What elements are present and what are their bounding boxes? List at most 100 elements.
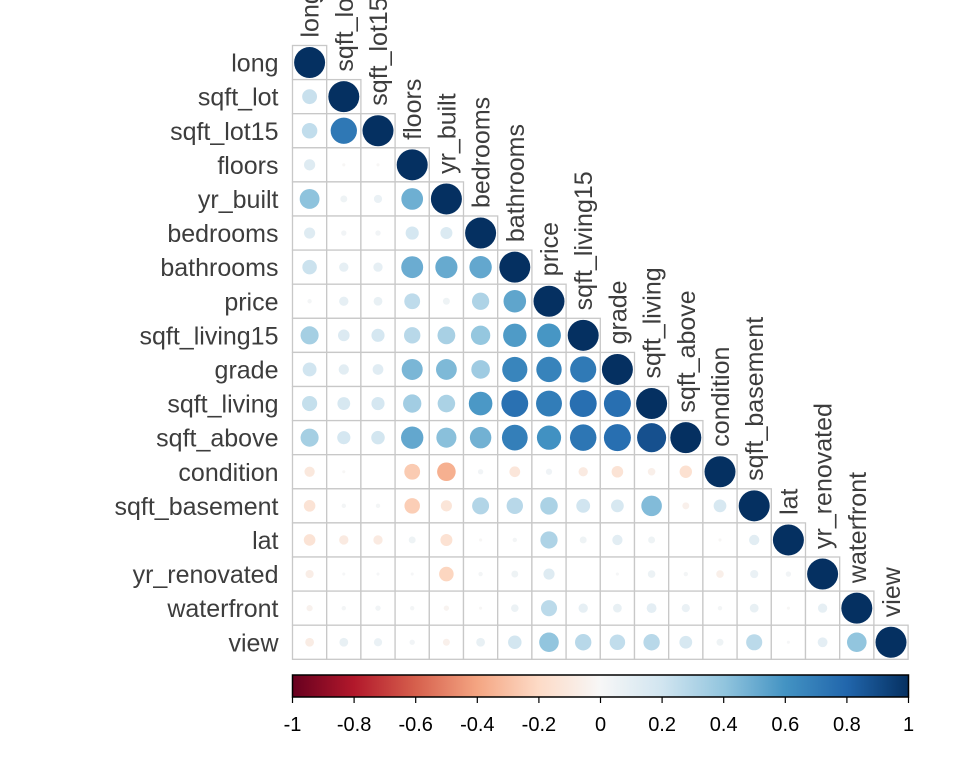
corr-circle-yr_built-floors <box>401 188 424 210</box>
corr-circle-condition-sqft_lot <box>342 470 346 474</box>
corr-circle-sqft_living-sqft_living15 <box>569 390 597 418</box>
corr-circle-lat-condition <box>718 538 722 542</box>
corr-circle-bathrooms-sqft_lot15 <box>373 262 383 272</box>
corr-circle-grade-yr_built <box>436 359 457 380</box>
corr-circle-lat-grade <box>612 534 623 546</box>
corr-circle-bedrooms-bedrooms <box>465 217 497 249</box>
corr-circle-sqft_living15-yr_built <box>437 326 456 345</box>
corr-circle-bedrooms-long <box>304 227 316 239</box>
corr-circle-view-lat <box>786 640 790 644</box>
corr-circle-view-long <box>305 637 314 647</box>
corr-circle-waterfront-bedrooms <box>479 606 483 610</box>
corr-circle-sqft_living15-floors <box>404 327 421 344</box>
corr-circle-sqft_above-sqft_lot15 <box>371 430 385 445</box>
corr-circle-grade-grade <box>601 353 633 385</box>
corr-circle-yr_renovated-yr_built <box>439 566 454 582</box>
row-label-sqft_living15: sqft_living15 <box>140 322 279 350</box>
corr-circle-bedrooms-yr_built <box>440 227 453 240</box>
corr-circle-price-yr_built <box>442 297 450 305</box>
corr-circle-condition-yr_built <box>437 462 456 482</box>
corr-circle-yr_built-sqft_lot <box>340 195 348 203</box>
corr-circle-lat-lat <box>772 524 804 556</box>
corr-circle-yr_renovated-sqft_above <box>683 571 688 577</box>
corr-circle-view-condition <box>716 638 724 646</box>
colorbar-tick-label: -0.4 <box>460 714 494 736</box>
corr-circle-waterfront-sqft_basement <box>749 603 759 613</box>
corr-circle-bedrooms-sqft_lot15 <box>375 230 381 236</box>
corr-circle-sqft_above-bedrooms <box>469 426 492 449</box>
corr-circle-yr_renovated-grade <box>615 572 619 576</box>
corr-circle-waterfront-price <box>540 600 558 617</box>
corr-circle-sqft_above-sqft_living15 <box>569 424 597 451</box>
corr-circle-lat-bedrooms <box>479 538 483 542</box>
corr-circle-waterfront-condition <box>717 605 723 611</box>
corr-circle-view-bathrooms <box>508 635 522 650</box>
corr-circle-sqft_living-sqft_living <box>636 388 668 420</box>
corr-circle-bathrooms-yr_built <box>435 256 458 279</box>
corr-circle-sqft_basement-price <box>540 497 558 515</box>
row-label-yr_renovated: yr_renovated <box>133 561 279 589</box>
row-label-bathrooms: bathrooms <box>160 254 278 282</box>
corr-circle-sqft_above-long <box>300 428 319 447</box>
cell-view-sqft_basement <box>736 624 772 660</box>
corr-circle-price-bedrooms <box>471 292 490 310</box>
column-label-sqft_above: sqft_above <box>673 290 701 412</box>
corr-circle-sqft_living-sqft_lot <box>337 397 351 410</box>
row-label-sqft_living: sqft_living <box>167 391 278 419</box>
corr-circle-condition-sqft_living <box>647 467 656 476</box>
corr-circle-yr_renovated-floors <box>410 572 414 576</box>
column-label-yr_built: yr_built <box>433 93 461 174</box>
corr-circle-sqft_basement-bathrooms <box>506 497 523 515</box>
corr-circle-yr_renovated-sqft_lot15 <box>376 572 380 576</box>
corr-circle-sqft_living-grade <box>603 390 631 418</box>
corr-circle-condition-price <box>545 468 553 475</box>
corr-circle-sqft_basement-long <box>303 500 316 512</box>
corr-circle-lat-yr_built <box>440 533 453 546</box>
corr-circle-view-view <box>875 626 907 658</box>
corr-circle-sqft_lot15-long <box>301 123 318 139</box>
row-label-floors: floors <box>217 152 278 180</box>
cell-bathrooms-long <box>291 249 328 285</box>
colorbar-tick-label: 0.4 <box>710 714 738 736</box>
corr-circle-condition-bedrooms <box>477 469 484 475</box>
corr-circle-price-floors <box>404 293 421 310</box>
corr-circle-lat-floors <box>408 536 416 544</box>
colorbar-tick-label: 0.6 <box>771 714 799 736</box>
corr-circle-condition-long <box>304 466 315 477</box>
corr-circle-sqft_living15-sqft_lot <box>338 329 350 342</box>
corr-circle-waterfront-bathrooms <box>511 604 519 612</box>
corr-circle-sqft_basement-floors <box>404 498 420 514</box>
corr-circle-bathrooms-floors <box>401 256 424 279</box>
corr-circle-yr_built-long <box>299 189 320 209</box>
corr-circle-view-sqft_basement <box>746 634 763 651</box>
corr-circle-waterfront-sqft_above <box>681 604 690 613</box>
corr-circle-lat-sqft_lot15 <box>373 535 383 545</box>
corr-circle-grade-bedrooms <box>471 360 490 379</box>
corr-circle-sqft_living-floors <box>403 394 422 413</box>
row-label-sqft_basement: sqft_basement <box>115 493 279 521</box>
corr-circle-sqft_living15-price <box>537 323 561 348</box>
corr-circle-sqft_basement-sqft_basement <box>738 490 770 522</box>
corr-circle-waterfront-grade <box>613 603 622 613</box>
colorbar-tick-label: 0.2 <box>648 714 676 736</box>
colorbar-tick-label: 1 <box>903 714 914 736</box>
corr-circle-sqft_above-sqft_lot <box>337 431 351 445</box>
corr-circle-lat-price <box>540 531 558 549</box>
corr-circle-grade-bathrooms <box>502 356 528 383</box>
corr-circle-floors-sqft_lot <box>342 163 346 167</box>
corr-circle-sqft_basement-condition <box>713 499 727 513</box>
corr-circle-waterfront-sqft_living15 <box>578 603 588 613</box>
corr-circle-waterfront-sqft_lot <box>341 605 346 611</box>
corr-circle-sqft_living15-bedrooms <box>470 325 491 346</box>
colorbar-legend: -1 -0.8 -0.6 -0.4 -0.2 0 0.2 0.4 0.6 0.8 1 <box>284 674 914 736</box>
corr-circle-sqft_basement-sqft_lot15 <box>375 503 381 509</box>
column-label-bathrooms: bathrooms <box>502 124 530 242</box>
corr-circle-view-grade <box>609 634 626 650</box>
corr-circle-waterfront-waterfront <box>841 592 873 624</box>
corr-circle-sqft_above-sqft_above <box>670 422 702 454</box>
colorbar-tick-label: -0.2 <box>522 714 556 736</box>
corr-circle-view-sqft_living15 <box>575 634 592 651</box>
corr-circle-sqft_basement-bedrooms <box>472 497 490 515</box>
